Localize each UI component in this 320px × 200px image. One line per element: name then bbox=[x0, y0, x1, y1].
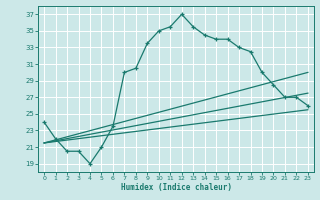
X-axis label: Humidex (Indice chaleur): Humidex (Indice chaleur) bbox=[121, 183, 231, 192]
